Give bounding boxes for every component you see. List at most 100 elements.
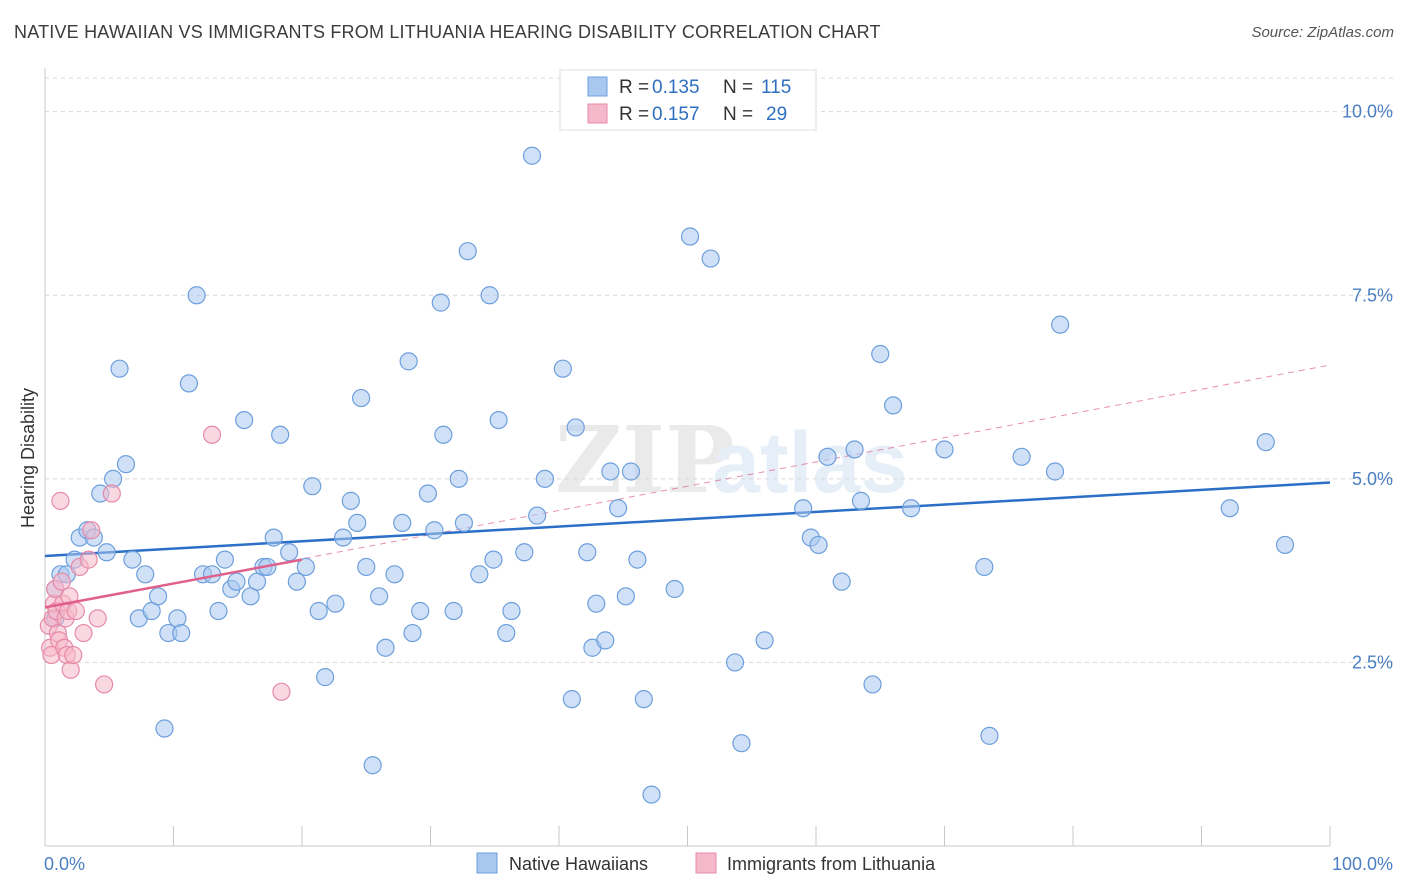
point-native-hawaiians	[980, 726, 999, 745]
data-points	[39, 146, 1295, 804]
point-native-hawaiians	[587, 594, 606, 613]
point-native-hawaiians	[418, 484, 438, 503]
chart-source: Source: ZipAtlas.com	[1251, 24, 1394, 41]
point-native-hawaiians	[425, 521, 444, 540]
bottom-legend-swatch-lithuania	[695, 852, 717, 874]
point-native-hawaiians	[215, 550, 234, 569]
legend-swatch-lithuania	[587, 103, 608, 124]
legend: R = 0.135 N = 115 R = 0.157 N = 29	[559, 69, 817, 131]
point-native-hawaiians	[385, 565, 404, 584]
point-native-hawaiians	[665, 579, 684, 599]
bottom-legend-label-native-hawaiians: Native Hawaiians	[509, 854, 648, 874]
point-lithuania	[202, 425, 222, 444]
point-native-hawaiians	[363, 756, 382, 775]
point-native-hawaiians	[616, 587, 635, 606]
point-native-hawaiians	[316, 668, 335, 687]
point-native-hawaiians	[497, 623, 516, 643]
point-lithuania	[51, 491, 70, 510]
point-native-hawaiians	[334, 528, 353, 547]
legend-n-label-1: N =	[723, 77, 753, 98]
point-native-hawaiians	[403, 623, 422, 643]
point-native-hawaiians	[1012, 447, 1031, 466]
watermark: ZIP atlas	[555, 406, 908, 514]
point-native-hawaiians	[434, 425, 453, 444]
point-native-hawaiians	[809, 535, 828, 555]
point-native-hawaiians	[628, 550, 647, 569]
point-native-hawaiians	[1045, 462, 1065, 481]
point-lithuania	[66, 601, 85, 621]
point-native-hawaiians	[1220, 499, 1239, 518]
point-native-hawaiians	[1256, 433, 1275, 452]
point-native-hawaiians	[341, 491, 360, 510]
point-native-hawaiians	[871, 344, 890, 364]
point-native-hawaiians	[621, 462, 641, 481]
legend-r-value-2: 0.157	[652, 104, 700, 125]
point-native-hawaiians	[851, 491, 871, 510]
point-native-hawaiians	[458, 242, 477, 261]
point-native-hawaiians	[535, 469, 554, 488]
point-native-hawaiians	[596, 631, 615, 650]
point-lithuania	[88, 609, 107, 628]
point-native-hawaiians	[97, 543, 116, 562]
point-native-hawaiians	[470, 565, 489, 584]
point-native-hawaiians	[794, 499, 813, 518]
point-native-hawaiians	[680, 227, 700, 246]
legend-r-label-1: R =	[619, 77, 649, 98]
point-native-hawaiians	[123, 550, 142, 569]
point-native-hawaiians	[376, 638, 395, 657]
point-native-hawaiians	[566, 418, 585, 437]
point-native-hawaiians	[264, 528, 283, 547]
x-tick-label-max: 100.0%	[1332, 854, 1393, 874]
trend-line-lithuania	[44, 558, 303, 609]
point-native-hawaiians	[609, 499, 628, 518]
point-native-hawaiians	[393, 513, 412, 533]
point-native-hawaiians	[309, 601, 328, 621]
point-native-hawaiians	[227, 572, 246, 591]
legend-r-value-1: 0.135	[652, 77, 700, 98]
point-native-hawaiians	[303, 477, 322, 496]
point-lithuania	[52, 572, 71, 591]
bottom-legend-label-lithuania: Immigrants from Lithuania	[727, 854, 936, 874]
point-native-hawaiians	[271, 425, 290, 444]
point-native-hawaiians	[528, 506, 547, 525]
point-native-hawaiians	[136, 565, 155, 584]
trend-lines	[44, 364, 1331, 608]
chart-title: NATIVE HAWAIIAN VS IMMIGRANTS FROM LITHU…	[14, 22, 881, 42]
point-native-hawaiians	[634, 690, 653, 709]
trend-line-native-hawaiians	[44, 481, 1331, 558]
point-native-hawaiians	[578, 543, 597, 562]
point-native-hawaiians	[832, 572, 851, 591]
point-lithuania	[272, 682, 291, 701]
bottom-legend: Native Hawaiians Immigrants from Lithuan…	[476, 852, 936, 874]
point-native-hawaiians	[701, 249, 720, 268]
point-native-hawaiians	[287, 572, 306, 591]
point-native-hawaiians	[484, 550, 503, 569]
point-native-hawaiians	[280, 543, 299, 562]
point-native-hawaiians	[296, 557, 315, 577]
trend-line-lithuania-extended	[44, 364, 1331, 608]
legend-r-label-2: R =	[619, 104, 649, 125]
point-native-hawaiians	[370, 587, 389, 606]
point-lithuania	[95, 675, 114, 694]
point-native-hawaiians	[601, 462, 620, 481]
point-native-hawaiians	[454, 513, 474, 533]
point-lithuania	[61, 660, 80, 679]
x-tick-label-min: 0.0%	[44, 854, 85, 874]
point-native-hawaiians	[148, 587, 168, 606]
point-native-hawaiians	[515, 543, 534, 562]
point-native-hawaiians	[444, 601, 463, 621]
point-native-hawaiians	[935, 440, 954, 459]
point-native-hawaiians	[116, 455, 136, 474]
point-lithuania	[102, 484, 121, 503]
y-tick-label: 10.0%	[1342, 102, 1393, 122]
point-native-hawaiians	[502, 601, 521, 621]
gridlines	[45, 77, 1393, 663]
point-native-hawaiians	[110, 359, 129, 378]
point-native-hawaiians	[399, 352, 418, 371]
point-native-hawaiians	[642, 785, 661, 804]
y-tick-label: 5.0%	[1352, 469, 1393, 489]
point-lithuania	[79, 550, 98, 569]
point-native-hawaiians	[562, 690, 581, 709]
x-ticks	[44, 826, 1331, 846]
